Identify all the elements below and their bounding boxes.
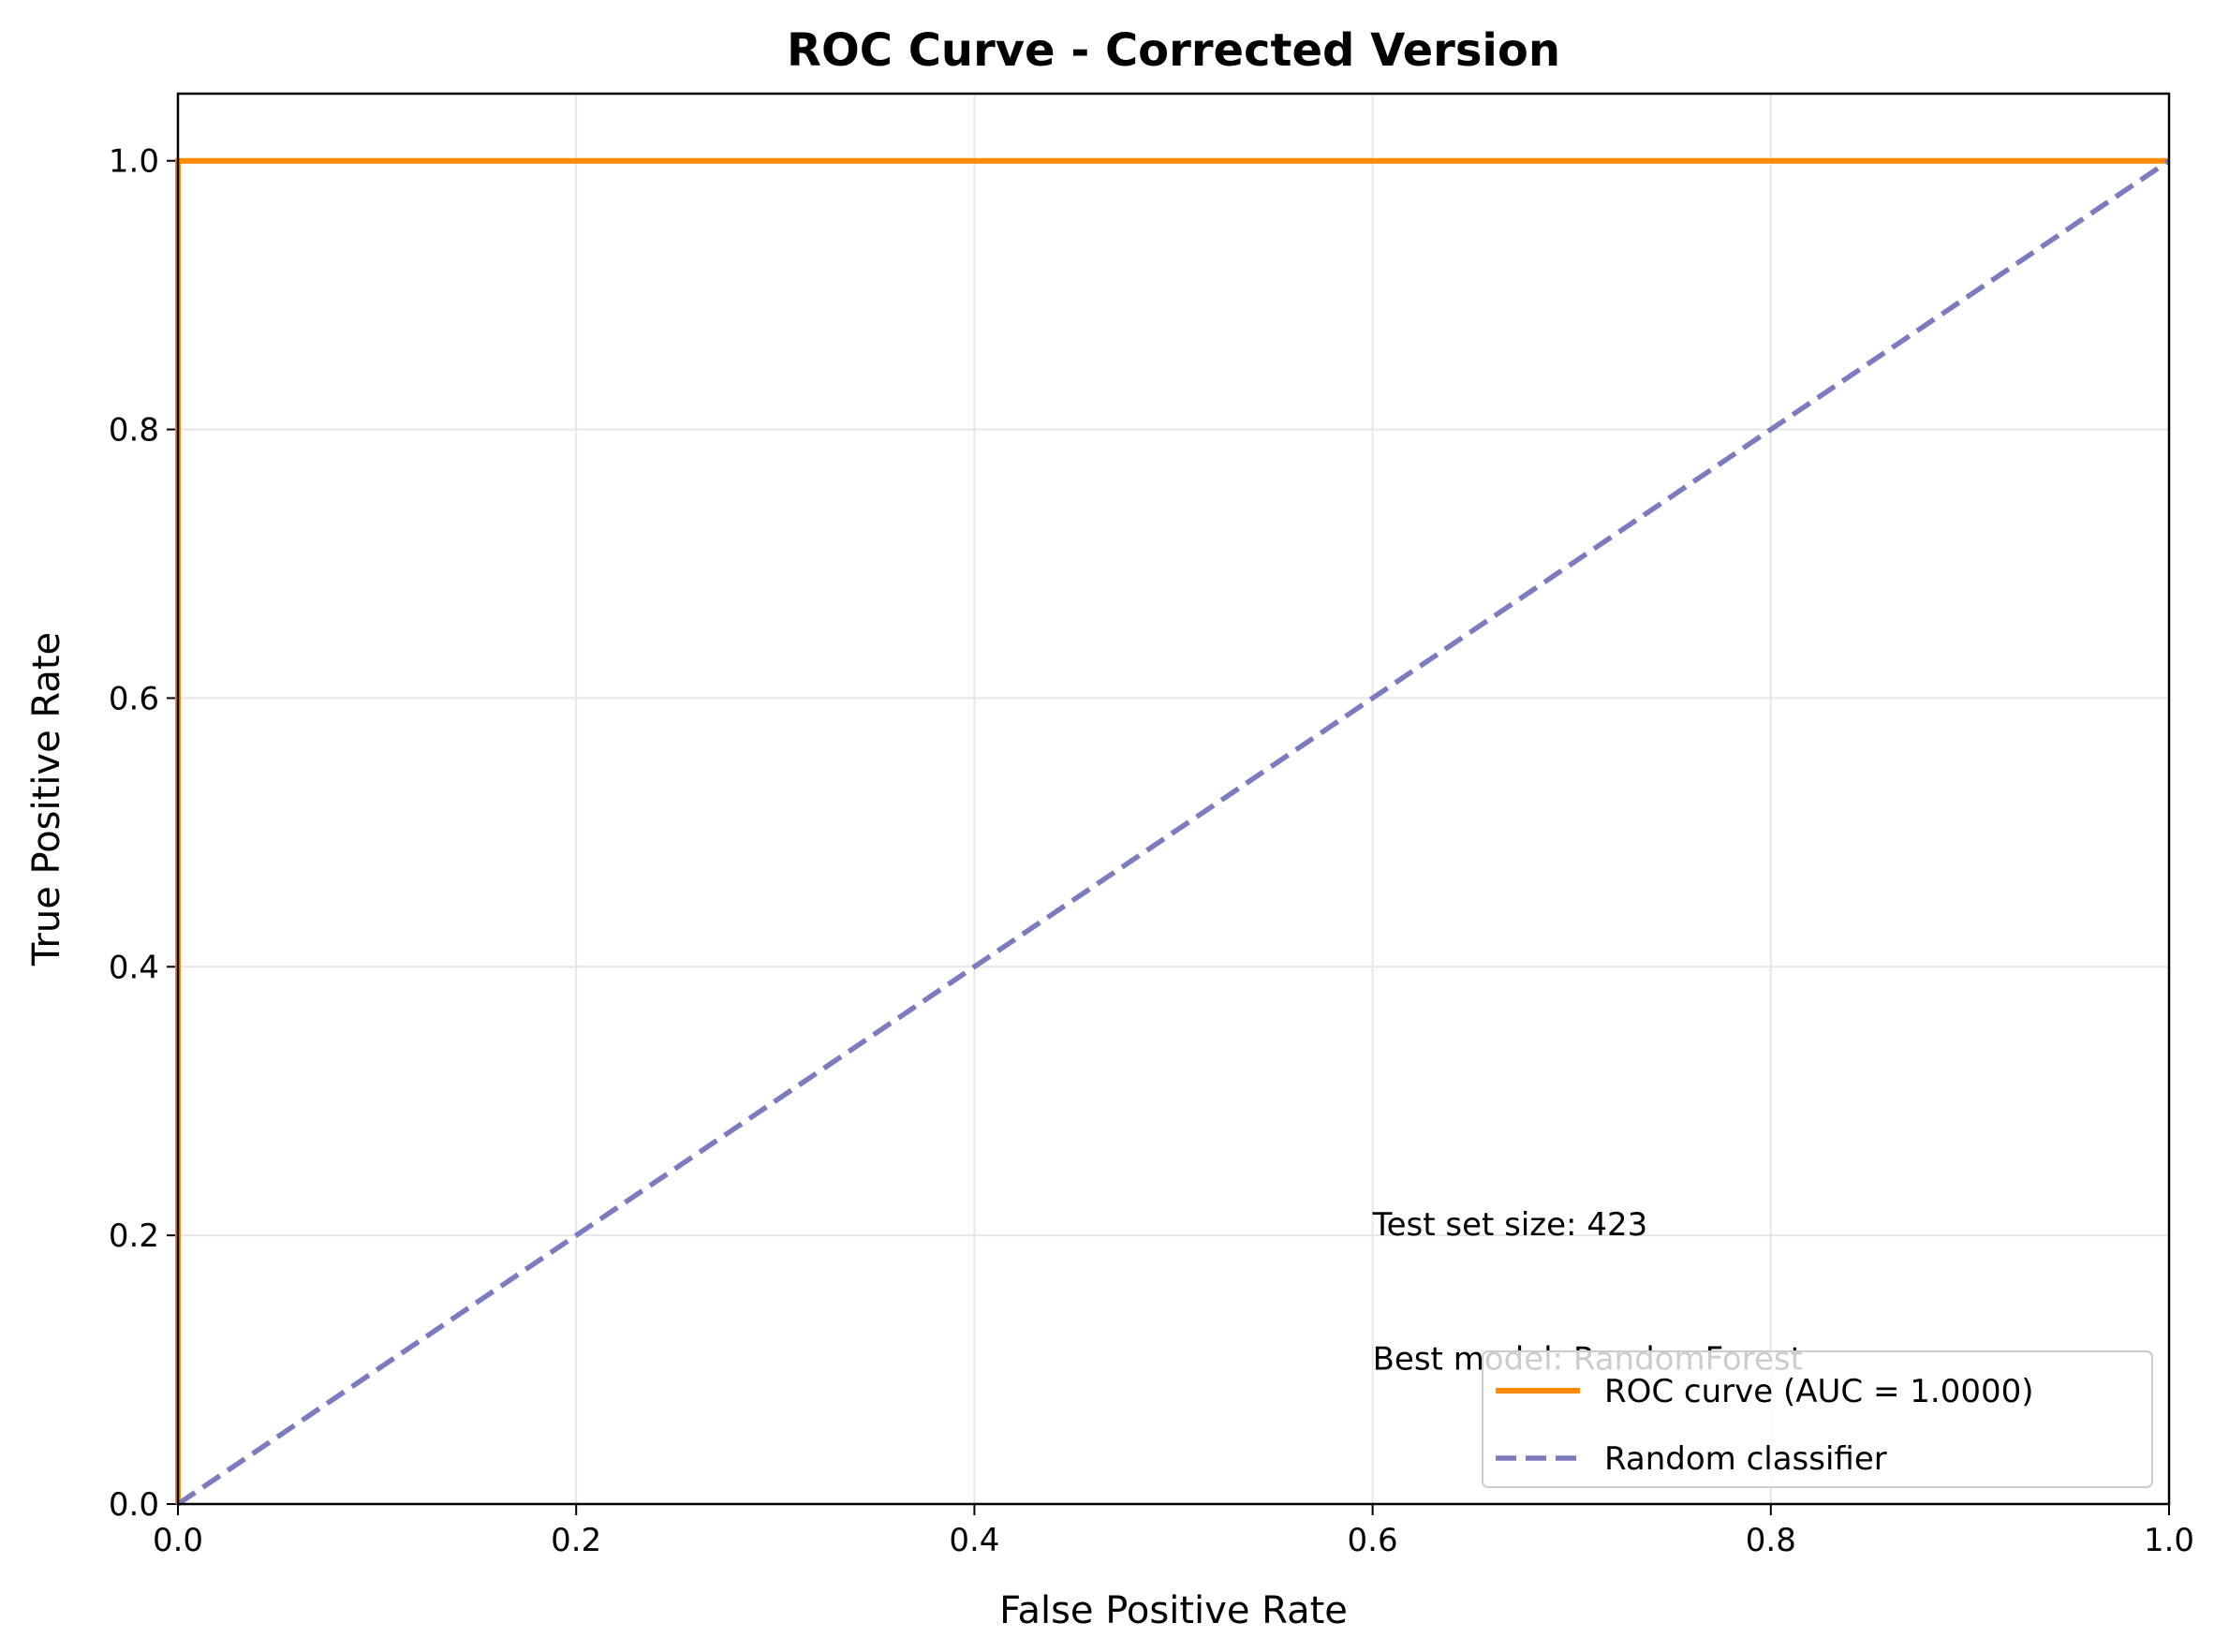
legend-label-0: ROC curve (AUC = 1.0000) xyxy=(1604,1373,2034,1410)
plot-frame xyxy=(176,92,2171,1506)
x-tick-label: 0.2 xyxy=(551,1522,601,1559)
x-tick-label: 0.8 xyxy=(1746,1522,1796,1559)
x-tick-label: 0.0 xyxy=(153,1522,203,1559)
legend-label-1: Random classifier xyxy=(1604,1440,1887,1478)
chart-title: ROC Curve - Corrected Version xyxy=(787,24,1560,77)
x-tick-label: 0.6 xyxy=(1348,1522,1398,1559)
y-tick-label: 0.6 xyxy=(109,680,159,717)
y-tick-label: 0.8 xyxy=(109,412,159,450)
y-tick-label: 0.4 xyxy=(109,949,159,986)
series-line-1 xyxy=(176,158,2171,1507)
y-tick-label: 0.0 xyxy=(109,1486,159,1524)
legend: ROC curve (AUC = 1.0000) Random classifie… xyxy=(1482,1350,2153,1488)
axis-ticks: 0.0 0.2 0.4 0.6 0.8 1.0 0.0 0.2 0.4 0.6 0.8 1.0 xyxy=(109,143,2194,1559)
annotation-text-0: Test set size: 423 xyxy=(1372,1206,1648,1244)
legend-box xyxy=(1482,1350,2153,1488)
y-axis-label: True Positive Rate xyxy=(25,632,68,966)
x-tick-label: 1.0 xyxy=(2144,1522,2194,1559)
x-axis-label: False Positive Rate xyxy=(999,1589,1348,1632)
grid-lines xyxy=(177,94,2170,1505)
y-tick-label: 0.2 xyxy=(109,1217,159,1255)
x-tick-label: 0.4 xyxy=(949,1522,999,1559)
y-tick-label: 1.0 xyxy=(109,143,159,181)
